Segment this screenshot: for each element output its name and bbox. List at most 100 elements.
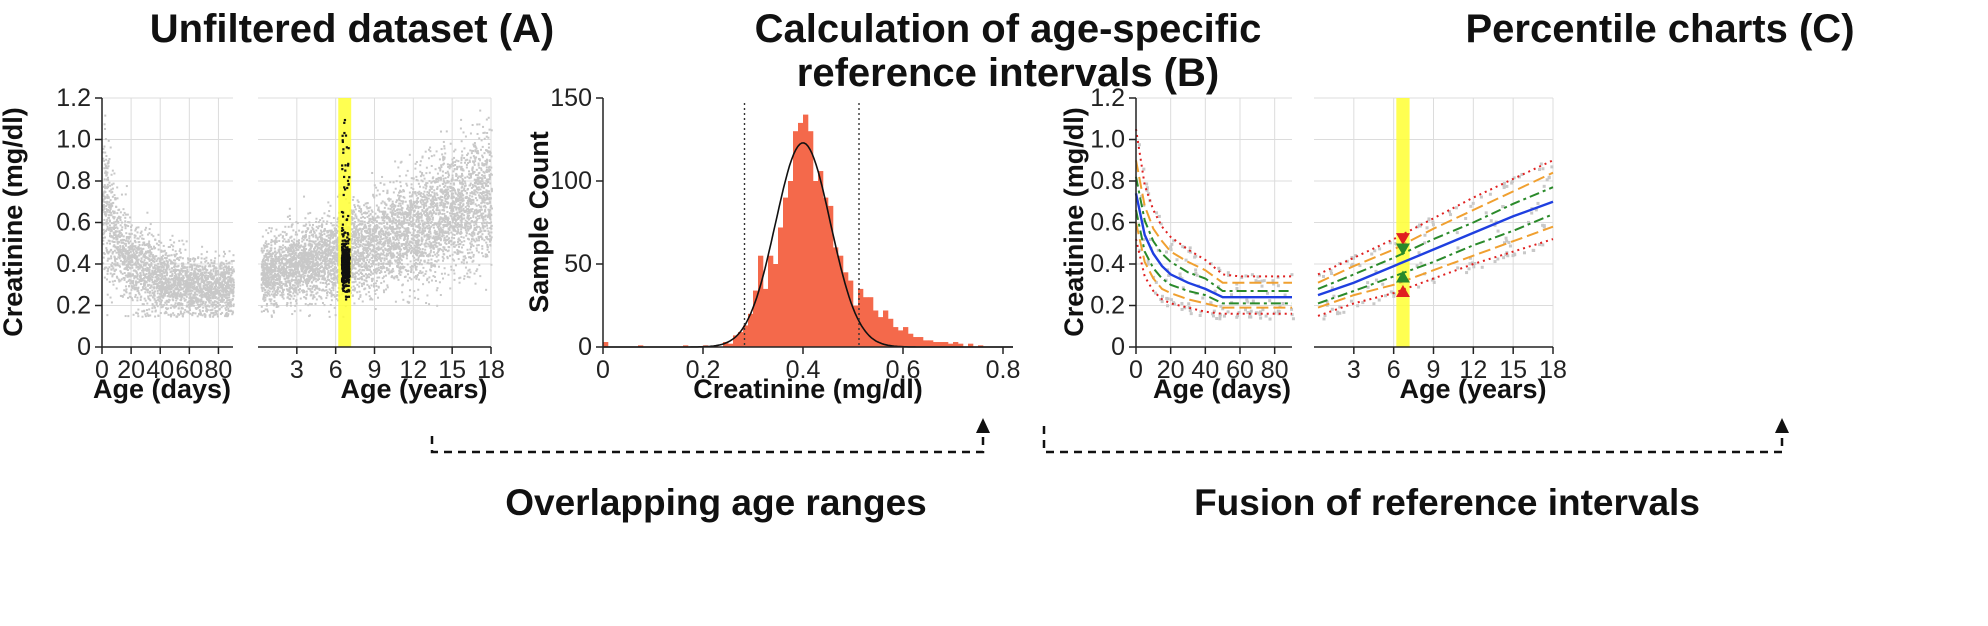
scatter-point xyxy=(375,186,378,189)
scatter-point xyxy=(370,209,373,212)
scatter-point xyxy=(109,235,112,238)
scatter-point xyxy=(109,206,112,209)
scatter-point xyxy=(111,240,114,243)
scatter-point xyxy=(420,219,423,222)
scatter-point xyxy=(181,239,184,242)
scatter-point xyxy=(427,148,430,151)
scatter-point xyxy=(280,266,283,269)
scatter-point xyxy=(475,223,478,226)
scatter-point xyxy=(127,279,130,282)
scatter-point xyxy=(113,244,116,247)
scatter-point xyxy=(121,233,124,236)
scatter-point xyxy=(359,222,362,225)
scatter-point xyxy=(114,236,117,239)
scatter-point xyxy=(409,210,412,213)
scatter-point xyxy=(152,257,155,260)
scatter-point xyxy=(144,228,147,231)
scatter-point xyxy=(214,310,217,313)
scatter-point xyxy=(214,271,217,274)
scatter-point xyxy=(470,220,473,223)
scatter-point xyxy=(166,261,169,264)
scatter-point xyxy=(444,215,447,218)
scatter-point xyxy=(110,301,113,304)
scatter-point xyxy=(381,200,384,203)
scatter-point xyxy=(173,282,176,285)
scatter-point xyxy=(228,271,231,274)
scatter-point xyxy=(182,312,185,315)
scatter-point xyxy=(466,202,469,205)
scatter-point xyxy=(155,299,158,302)
scatter-point xyxy=(357,261,360,264)
scatter-point xyxy=(213,294,216,297)
scatter-point xyxy=(158,296,161,299)
scatter-point xyxy=(270,276,273,279)
scatter-point xyxy=(136,281,139,284)
scatter-point xyxy=(405,182,408,185)
scatter-point xyxy=(311,240,314,243)
scatter-point xyxy=(137,258,140,261)
scatter-point xyxy=(374,251,377,254)
scatter-point xyxy=(285,282,288,285)
scatter-point xyxy=(296,268,299,271)
scatter-point xyxy=(275,228,278,231)
scatter-point xyxy=(392,207,395,210)
scatter-point xyxy=(266,294,269,297)
scatter-point xyxy=(391,229,394,232)
scatter-point xyxy=(201,314,204,317)
scatter-point xyxy=(225,311,228,314)
scatter-point xyxy=(174,273,177,276)
scatter-point xyxy=(124,242,127,245)
scatter-point xyxy=(179,312,182,315)
scatter-point xyxy=(222,268,225,271)
scatter-point xyxy=(125,291,128,294)
scatter-point xyxy=(168,268,171,271)
scatter-point xyxy=(307,280,310,283)
scatter-point xyxy=(419,223,422,226)
scatter-point xyxy=(315,258,318,261)
scatter-point xyxy=(127,225,130,228)
scatter-point xyxy=(330,299,333,302)
scatter-point xyxy=(105,178,108,181)
scatter-point xyxy=(176,315,179,318)
scatter-point xyxy=(407,209,410,212)
scatter-point xyxy=(161,270,164,273)
scatter-point xyxy=(206,295,209,298)
scatter-point xyxy=(335,248,338,251)
scatter-point xyxy=(169,291,172,294)
scatter-point xyxy=(160,306,163,309)
scatter-point xyxy=(153,264,156,267)
scatter-point xyxy=(217,296,220,299)
scatter-point xyxy=(391,200,394,203)
scatter-point xyxy=(415,175,418,178)
scatter-point xyxy=(131,255,134,258)
scatter-point xyxy=(371,280,374,283)
scatter-point xyxy=(102,185,105,188)
scatter-point xyxy=(382,190,385,193)
scatter-point xyxy=(105,228,108,231)
scatter-point xyxy=(196,297,199,300)
scatter-point xyxy=(281,257,284,260)
scatter-point xyxy=(205,259,208,262)
scatter-point xyxy=(201,266,204,269)
scatter-point xyxy=(219,278,222,281)
scatter-point xyxy=(160,304,163,307)
scatter-point xyxy=(360,210,363,213)
scatter-point xyxy=(231,266,234,269)
scatter-point xyxy=(113,233,116,236)
scatter-point xyxy=(198,291,201,294)
scatter-point xyxy=(216,313,219,316)
scatter-point xyxy=(157,298,160,301)
scatter-point xyxy=(458,232,461,235)
scatter-point xyxy=(122,263,125,266)
scatter-point xyxy=(104,127,107,130)
scatter-point xyxy=(456,240,459,243)
scatter-point xyxy=(375,229,378,232)
scatter-point xyxy=(147,268,150,271)
scatter-point xyxy=(159,274,162,277)
scatter-point xyxy=(211,308,214,311)
scatter-point xyxy=(444,177,447,180)
scatter-point xyxy=(114,227,117,230)
scatter-point xyxy=(109,296,112,299)
scatter-point xyxy=(490,173,493,176)
scatter-point xyxy=(203,287,206,290)
